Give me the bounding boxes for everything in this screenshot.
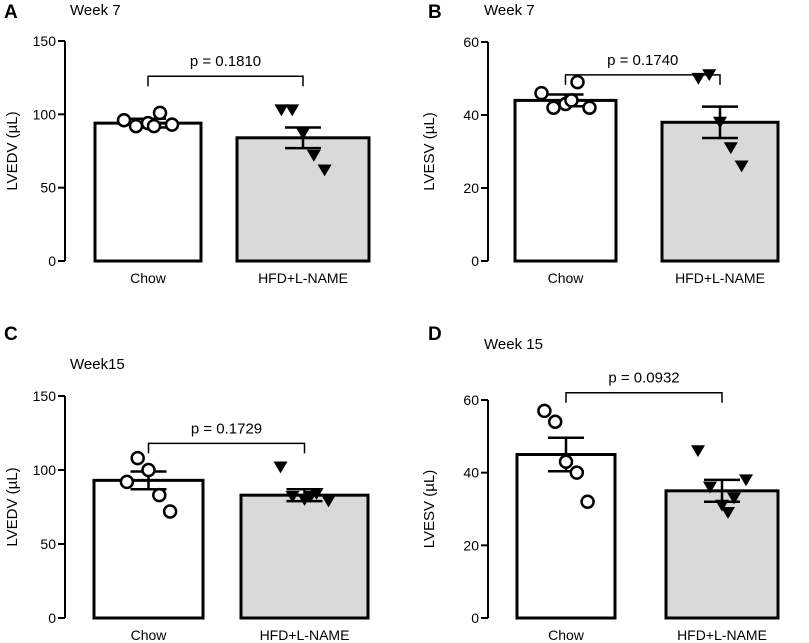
data-point-hfd bbox=[721, 507, 735, 519]
panel-title: Week 15 bbox=[484, 336, 543, 353]
x-tick-label: HFD+L-NAME bbox=[675, 270, 765, 286]
data-point-chow bbox=[119, 474, 135, 490]
data-point-hfd bbox=[317, 164, 332, 177]
x-tick-label: Chow bbox=[131, 627, 168, 643]
panel-letter: A bbox=[4, 2, 18, 23]
chart-b: 0 20 40 60 LVESV (µL) Chow HFD+L-NAME p = 0.174… bbox=[421, 34, 780, 286]
panel-letter: B bbox=[428, 2, 442, 23]
y-axis-label: LVESV (µL) bbox=[421, 112, 438, 190]
x-tick-label: Chow bbox=[548, 270, 585, 286]
panel-a: A Week 7 0 50 100 150 LVEDV (µL) Chow HFD+L-NA… bbox=[0, 0, 404, 321]
y-tick-label: 40 bbox=[463, 107, 479, 123]
chart-d: 0 20 40 60 LVESV (µL) Chow HFD+L-NAME p = 0.093… bbox=[421, 370, 780, 643]
bar-chow bbox=[92, 478, 205, 620]
panel-letter: C bbox=[4, 324, 18, 345]
y-tick-label: 0 bbox=[48, 610, 56, 626]
p-value-label: p = 0.1729 bbox=[191, 420, 262, 437]
x-tick-label: HFD+L-NAME bbox=[258, 270, 348, 286]
y-tick-label: 0 bbox=[471, 253, 479, 269]
y-axis-label: LVEDV (µL) bbox=[4, 111, 21, 190]
data-point-hfd bbox=[691, 445, 705, 458]
bar-hfd bbox=[239, 493, 370, 620]
data-point-hfd bbox=[727, 492, 741, 505]
data-point-chow bbox=[564, 93, 579, 108]
y-tick-label: 150 bbox=[33, 388, 57, 404]
data-point-chow bbox=[537, 403, 552, 419]
data-point-chow bbox=[558, 454, 574, 470]
y-tick-label: 60 bbox=[463, 392, 479, 408]
data-point-hfd bbox=[723, 142, 738, 155]
data-point-chow bbox=[582, 100, 597, 115]
data-point-hfd bbox=[703, 481, 717, 494]
data-point-chow bbox=[570, 74, 585, 90]
p-value-label: p = 0.1810 bbox=[190, 53, 261, 70]
data-point-chow bbox=[152, 105, 168, 121]
panel-title: Week15 bbox=[70, 356, 125, 373]
y-tick-label: 60 bbox=[463, 34, 479, 50]
p-value-label: p = 0.1740 bbox=[607, 52, 678, 69]
significance-bracket bbox=[564, 74, 721, 85]
data-point-chow bbox=[547, 414, 563, 430]
y-axis-label: LVEDV (µL) bbox=[4, 467, 21, 546]
chart-a: 0 50 100 150 LVEDV (µL) Chow HFD+L-NAME p = 0.1… bbox=[4, 33, 371, 286]
y-tick-label: 100 bbox=[33, 106, 57, 122]
data-point-chow bbox=[569, 465, 585, 480]
data-point-chow bbox=[152, 487, 167, 503]
data-point-hfd bbox=[715, 499, 729, 512]
data-point-hfd bbox=[296, 127, 310, 140]
significance-bracket bbox=[147, 442, 306, 454]
y-tick-label: 150 bbox=[33, 33, 57, 49]
y-axis-label: LVESV (µL) bbox=[421, 470, 438, 548]
data-point-chow bbox=[146, 118, 162, 134]
bar-chow bbox=[93, 121, 203, 263]
y-tick-label: 0 bbox=[48, 253, 56, 269]
panel-title: Week 7 bbox=[70, 2, 121, 19]
data-point-hfd bbox=[734, 160, 749, 173]
chart-c: 0 50 100 150 LVEDV (µL) Chow HFD+L-NAME p = 0.1… bbox=[4, 388, 370, 643]
data-point-hfd bbox=[285, 491, 300, 503]
data-point-hfd bbox=[306, 149, 321, 162]
y-tick-label: 0 bbox=[471, 610, 479, 626]
significance-bracket bbox=[565, 391, 723, 403]
bar-hfd bbox=[660, 120, 780, 263]
data-point-hfd bbox=[691, 72, 706, 85]
panel-letter: D bbox=[428, 324, 442, 345]
x-tick-label: Chow bbox=[130, 270, 167, 286]
panel-b: B Week 7 0 20 40 60 LVESV (µL) Chow HFD+L-NAME… bbox=[404, 0, 808, 321]
y-tick-label: 50 bbox=[40, 536, 56, 552]
panel-c: C Week15 0 50 100 150 LVEDV (µL) Chow HFD+L-NA… bbox=[0, 322, 404, 643]
y-tick-label: 20 bbox=[463, 180, 479, 196]
y-tick-label: 40 bbox=[463, 465, 479, 481]
data-point-hfd bbox=[285, 104, 300, 117]
panel-title: Week 7 bbox=[484, 2, 535, 19]
x-tick-label: HFD+L-NAME bbox=[260, 627, 350, 643]
y-tick-label: 100 bbox=[33, 462, 57, 478]
bar-chow bbox=[515, 453, 617, 620]
bar-chow bbox=[513, 98, 618, 263]
significance-bracket bbox=[147, 75, 304, 87]
x-tick-label: Chow bbox=[548, 627, 585, 643]
data-point-chow bbox=[162, 504, 178, 519]
data-point-chow bbox=[164, 117, 180, 132]
y-tick-label: 20 bbox=[463, 537, 479, 553]
data-point-chow bbox=[534, 85, 549, 101]
bar-hfd bbox=[235, 136, 371, 263]
data-point-chow bbox=[128, 118, 144, 134]
data-point-hfd bbox=[321, 495, 336, 508]
panel-d: D Week 15 0 20 40 60 LVESV (µL) Chow HFD+L-NAM… bbox=[404, 322, 808, 643]
p-value-label: p = 0.0932 bbox=[608, 370, 679, 387]
data-point-chow bbox=[141, 462, 156, 478]
data-point-chow bbox=[546, 100, 561, 115]
data-point-chow bbox=[130, 450, 145, 466]
data-point-hfd bbox=[739, 474, 753, 487]
x-tick-label: HFD+L-NAME bbox=[677, 627, 767, 643]
data-point-chow bbox=[116, 112, 132, 128]
data-point-hfd bbox=[274, 104, 289, 117]
y-tick-label: 50 bbox=[40, 180, 56, 196]
data-point-hfd bbox=[303, 491, 318, 503]
data-point-hfd bbox=[273, 461, 288, 474]
data-point-hfd bbox=[713, 116, 727, 129]
data-point-chow bbox=[580, 494, 595, 509]
